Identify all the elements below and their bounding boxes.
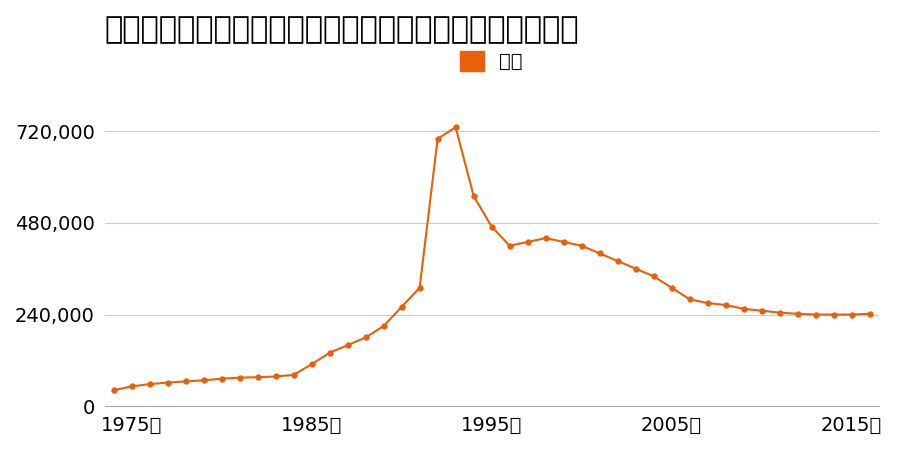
Legend: 価格: 価格	[453, 43, 531, 79]
Text: 大阪府大阪市城東区古市中通５丁目４５番１５の地価推移: 大阪府大阪市城東区古市中通５丁目４５番１５の地価推移	[104, 15, 579, 44]
